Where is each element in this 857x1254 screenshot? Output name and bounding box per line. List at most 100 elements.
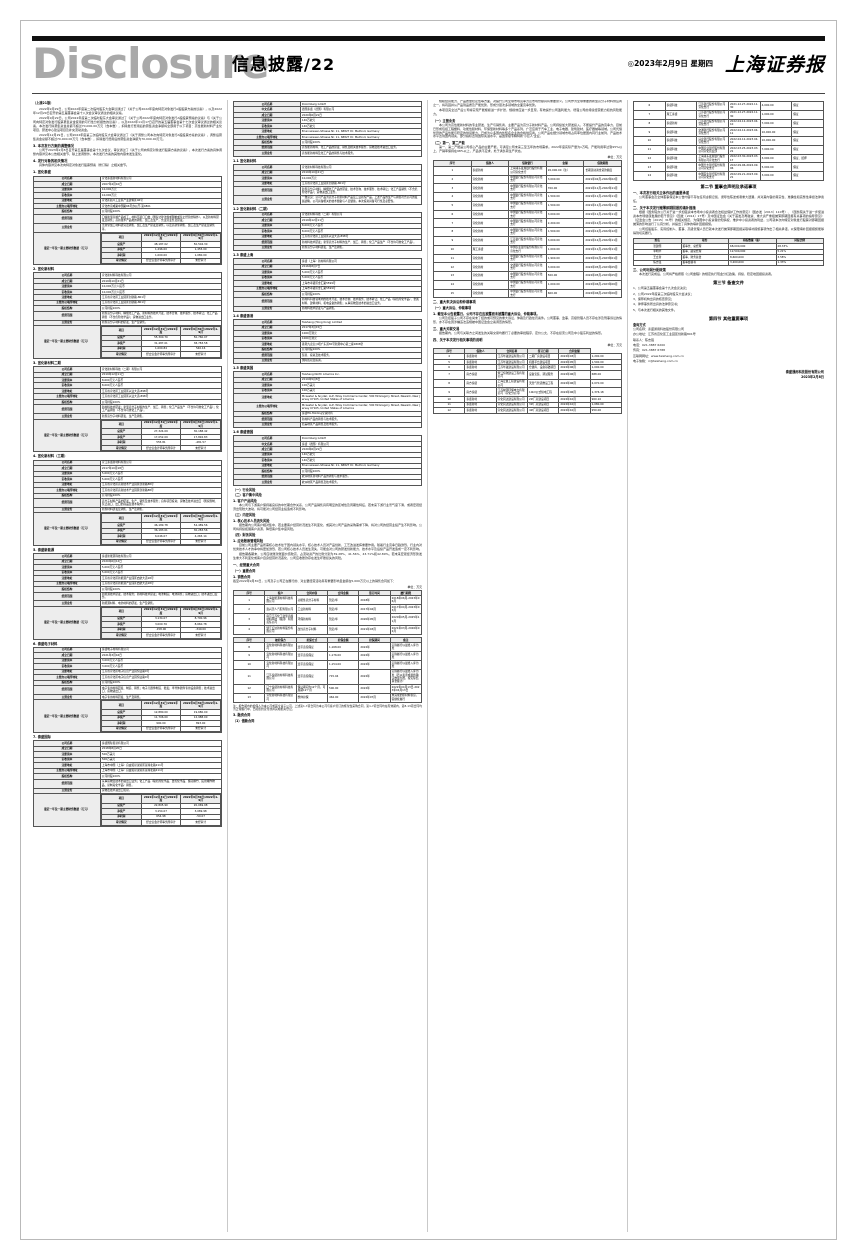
cell: 2021年11月-2022年11月 [583, 200, 622, 211]
cell: 中国银行股份有限公司宣化支行 [508, 200, 547, 211]
cell: 实际履行以最终入库为准 [389, 651, 423, 661]
table-row: 主营业务 国际贸易及投资。 [233, 357, 423, 365]
table-row: 1 上海新能源材料科技有限公司 功能性高分子材料 暂定/年 2018年 2018年06月-… [232, 595, 423, 606]
table-row: 项目 2021年12月31日/2021年度 2022年9月30日/2022年1-9月 [100, 700, 221, 711]
financial-table: 项目 2021年12月31日/2021年度 2022年9月30日/2022年1-9月… [100, 606, 221, 639]
col-header: 2021年12月31日/2021年度 [140, 513, 182, 524]
cell: 1,000.00 [589, 364, 623, 371]
masthead-page-number: /22 [304, 55, 336, 74]
table-header-row: 序号 借款人 借款银行 金额 借款期限 [433, 160, 622, 167]
table-row: 12 宣化新材 交通银行股份有限公司宣化支行 3,000.00 2022年05月-202… [433, 262, 622, 273]
risk-heading: 1. 应收账款管理风险 [233, 538, 264, 543]
cell: 南方泰盛 [464, 387, 497, 398]
table-row: 主营业务 无新型加工材料研究及销售、加工及生产研发及销售，以及高新型销售、加工及生… [33, 222, 223, 233]
cell: 浙江恒瑞建设工程有限公司 [495, 369, 528, 380]
cell: 3 [232, 613, 266, 627]
cell: 10,000.00 [759, 127, 793, 138]
cell: 保证 [791, 127, 824, 138]
section-heading: 3. 融资合同 [233, 713, 251, 718]
table-unit-label: 单位：万元 [607, 155, 622, 160]
cell: 2022年 [358, 659, 391, 670]
table-row: 张建国 董事长、总经理 68,000,000 28.33% [633, 243, 824, 250]
cell: 2021年03月-2026年02月 [389, 625, 423, 635]
subsidiary-heading: 5. 泰盛新能源 [33, 547, 55, 552]
row-label: 最近一年及一期主要财务数据（万元） [33, 231, 101, 266]
subsidiary-info-table: 公司名称 宣化泰盛新材料有限公司 成立日期 2007年4月10日 注册资本 10,000万… [33, 175, 223, 266]
paragraph: 报告期内公司客户相对集中，若主要客户经营状况发生不利变化，或其对公司产品的采购需… [233, 523, 423, 531]
subsidiary-heading: 1.6 泰盛德国 [233, 430, 254, 435]
cell: 600.00 [545, 288, 585, 299]
cell: 4,000.00 [759, 101, 793, 111]
subsidiary-heading: 1.4 泰盛香港 [233, 314, 254, 318]
cell: 宣化新材料科技有限公司 [264, 692, 297, 703]
row-value: 新能源技术研发、技术服务；新材料技术研发；电池制造；电池销售；货物进出口；技术进… [99, 591, 223, 602]
table-row: 11 泰盛科技 中国农业银行股份有限公司宣化营业部 2022.03.25-2023.0… [633, 144, 824, 155]
table-row: 审计情况 经立信会计师事务所审计 未经审计 [100, 257, 221, 265]
table-header-row: 序号 被担保方 担保方式 担保金额 担保期间 备注 [232, 636, 423, 644]
table-row: 最近一年及一期主要财务数据（万元） 项目 2021年12月31日/2021年度 202… [33, 605, 223, 640]
cell: 嘉兴天人汽配有限公司 [264, 604, 297, 615]
cell: 2021年12月-2022年12月 [583, 218, 622, 229]
list-item: 4、律师事务所出具的法律意见书； [633, 302, 680, 307]
cell: 11 [633, 144, 666, 155]
table-row: 项目 2021年12月31日/2021年度 2022年9月30日/2022年1-9月 [100, 794, 221, 804]
table-row: 14 泰盛科技 中国民生银行股份有限公司宣化支行 2022.09.21-2023.09… [633, 171, 824, 182]
table-row: 股权结构 公司持股100% [33, 398, 223, 406]
table-row: 2 嘉兴天人汽配有限公司 工业新材料 暂定/年 2017年04月 2017年04月-202… [232, 604, 423, 615]
cell: 5 [433, 200, 472, 211]
contract-subsection: （一）重要合同 [233, 568, 256, 573]
cell: 2021年11月-2022年11月 [583, 183, 622, 194]
financial-subtable-cell: 项目 2021年12月31日/2021年度 2022年9月30日/2022年1-9月… [99, 793, 223, 827]
cell: 14 [433, 279, 472, 290]
row-label: 经营范围 [33, 778, 101, 789]
row-value: 公司持股100% [99, 305, 223, 312]
cell: 经立信会计师事务所审计 [140, 725, 182, 733]
cell: 2022年06月 [558, 369, 591, 380]
table-row: 9 泰盛科技 交通银行股份有限公司宣化支行 2022.04.12-2023.04.11… [633, 127, 824, 138]
table-row: 14 宣化新材 中国银行股份有限公司宣化支行 1,000.00 2022年06月-202… [433, 279, 622, 290]
cell: 2022年04月13日-2023年04月13日 [389, 684, 423, 694]
section-heading: 一、本次发行相关主体作出的重要承诺 [633, 191, 690, 196]
subsidiary-info-table: 公司名称 宣化新材料科技（二期）有限公司 成立日期 2019年12月11日 注册资本 8,… [33, 365, 223, 453]
column-3: 规模经营能力、产品质量稳定性等方面，对提升公司全球市场竞争力及市场份额具有重要意… [428, 100, 628, 1232]
subsidiary-info-table: 公司名称 泰盛新能源科技有限公司 成立日期 2020年6月12日 注册资本 5,000万元… [33, 553, 223, 640]
litigation-section: 二、重大未决诉讼和仲裁事项 （一）重大诉讼、仲裁事项 1. 截至本公告披露日，公司不… [433, 300, 622, 342]
cell: 7,000.00 [759, 144, 793, 155]
cell: 2017年04月 [358, 604, 391, 615]
subsidiary-info-table: 公司名称 宣化新材料科技（二期）有限公司 成立日期 2019年12月11日 注册资本 8,… [233, 211, 423, 252]
col-header: 项目 [100, 513, 142, 524]
cell: 2020年05月-2025年11月 [389, 613, 423, 627]
cell: 10 [433, 244, 472, 255]
section-heading: （一）主营业务 [433, 118, 456, 123]
cell: 设备安装、调试服务 [526, 369, 560, 380]
financial-table: 项目 2021年12月31日/2021年度 2022年9月30日/2022年1-9月… [100, 419, 221, 452]
row-value: 新型材料研发及销售、生产及销售。 [99, 506, 223, 514]
section-heading: 三、公司利润分配政策 [633, 268, 666, 273]
cell: 宣化新材 [470, 235, 510, 246]
cell: 2,200.00 [545, 218, 585, 229]
cell: 4 [232, 625, 266, 635]
table-row: 6 泰盛新材 江苏华晟建设有限公司 仓储库、设备基础项目 2022年06月 1,000.0… [432, 364, 623, 371]
cell: 2020年05月 [358, 613, 391, 627]
row-label: 主营业务 [233, 150, 301, 157]
cell: 长期流动资金贷款额度 [583, 165, 622, 176]
cell: 2017年04月-2023年03月 [389, 604, 423, 615]
cell: 2022年07月 [358, 692, 391, 703]
cell: 9 [433, 235, 472, 246]
subsidiary-info-table: 公司名称 宣化新材料科技有限公司 成立日期 2019年10月21日 注册资本 10,000… [33, 272, 223, 359]
cell: 中国银行股份有限公司宣化支行 [508, 174, 547, 185]
row-value: 电子专用材料研发、生产及销售。 [99, 693, 223, 701]
cell: 1 [433, 165, 472, 176]
contract-section-title: 一、经营重大合同 [233, 563, 260, 568]
table-row: 审计情况 经立信会计师事务所审计 未经审计 [100, 538, 221, 546]
cell: 950.00 [589, 407, 623, 414]
financial-subtable-cell: 项目 2021年12月31日/2021年度 2022年9月30日/2022年1-9月… [99, 699, 223, 734]
cell: 泰盛科技 [664, 144, 698, 155]
page-border [20, 20, 837, 1240]
table-row: 9 南方泰盛 江苏绿源环保电力有限公司（宣化分公司） 10kV公式供电工程 2022年0… [432, 387, 623, 398]
subsidiary-info-table: 公司名称 Dolomberg GmbH 中文名称 泰盛（德国）有限公司 成立日期 2020… [233, 435, 423, 486]
cell: 12 [432, 407, 466, 414]
table-row: 主营业务 新型材料研发及销售、生产及销售。 [33, 506, 223, 514]
row-label: 经营范围 [33, 310, 101, 321]
risk-heading: 1. 核心技术人员流失风险 [233, 518, 270, 523]
